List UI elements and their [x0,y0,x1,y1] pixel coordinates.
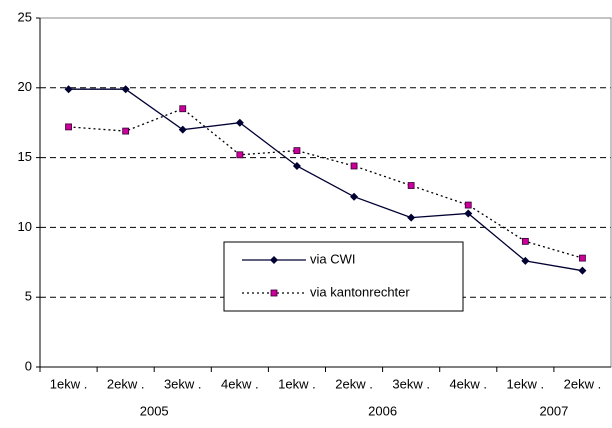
marker [578,266,587,275]
marker [235,118,244,127]
y-tick-label: 5 [25,289,32,304]
x-tick-label: 3ekw . [164,376,202,391]
marker [65,123,72,131]
legend-label: via kantonrechter [310,284,410,299]
marker [270,256,278,264]
series-line [68,88,583,272]
x-group-label: 2007 [539,403,568,418]
x-tick-label: 4ekw . [449,376,487,391]
marker [407,213,416,222]
x-tick-label: 2ekw . [564,376,602,391]
series-line [68,107,583,259]
marker [122,127,130,135]
marker [521,237,529,245]
x-tick-label: 1ekw . [507,376,545,391]
x-tick-label: 4ekw . [221,376,259,391]
marker [121,85,130,94]
x-group-label: 2005 [140,403,169,418]
x-tick-label: 3ekw . [392,376,430,391]
marker [464,201,472,209]
y-tick-label: 15 [18,149,32,164]
plot-frame [39,17,612,368]
marker [236,151,244,159]
x-group-label: 2006 [368,403,397,418]
y-tick-label: 20 [18,79,32,94]
x-tick-label: 1ekw . [278,376,316,391]
x-tick-label: 2ekw . [335,376,373,391]
x-tick-label: 1ekw . [50,376,88,391]
x-tick-label: 2ekw . [107,376,145,391]
marker [292,161,301,170]
y-tick-label: 25 [18,9,32,24]
y-tick-label: 10 [18,219,32,234]
legend-box [223,241,464,312]
y-tick-label: 0 [25,358,32,373]
marker [179,105,187,113]
marker [407,182,415,189]
marker [579,254,586,262]
marker [293,147,301,155]
marker [464,209,473,218]
marker [350,162,358,170]
marker [521,256,530,265]
marker [178,125,187,134]
marker [350,192,359,201]
marker [64,85,73,94]
marker [270,289,278,297]
legend-label: via CWI [310,251,356,266]
